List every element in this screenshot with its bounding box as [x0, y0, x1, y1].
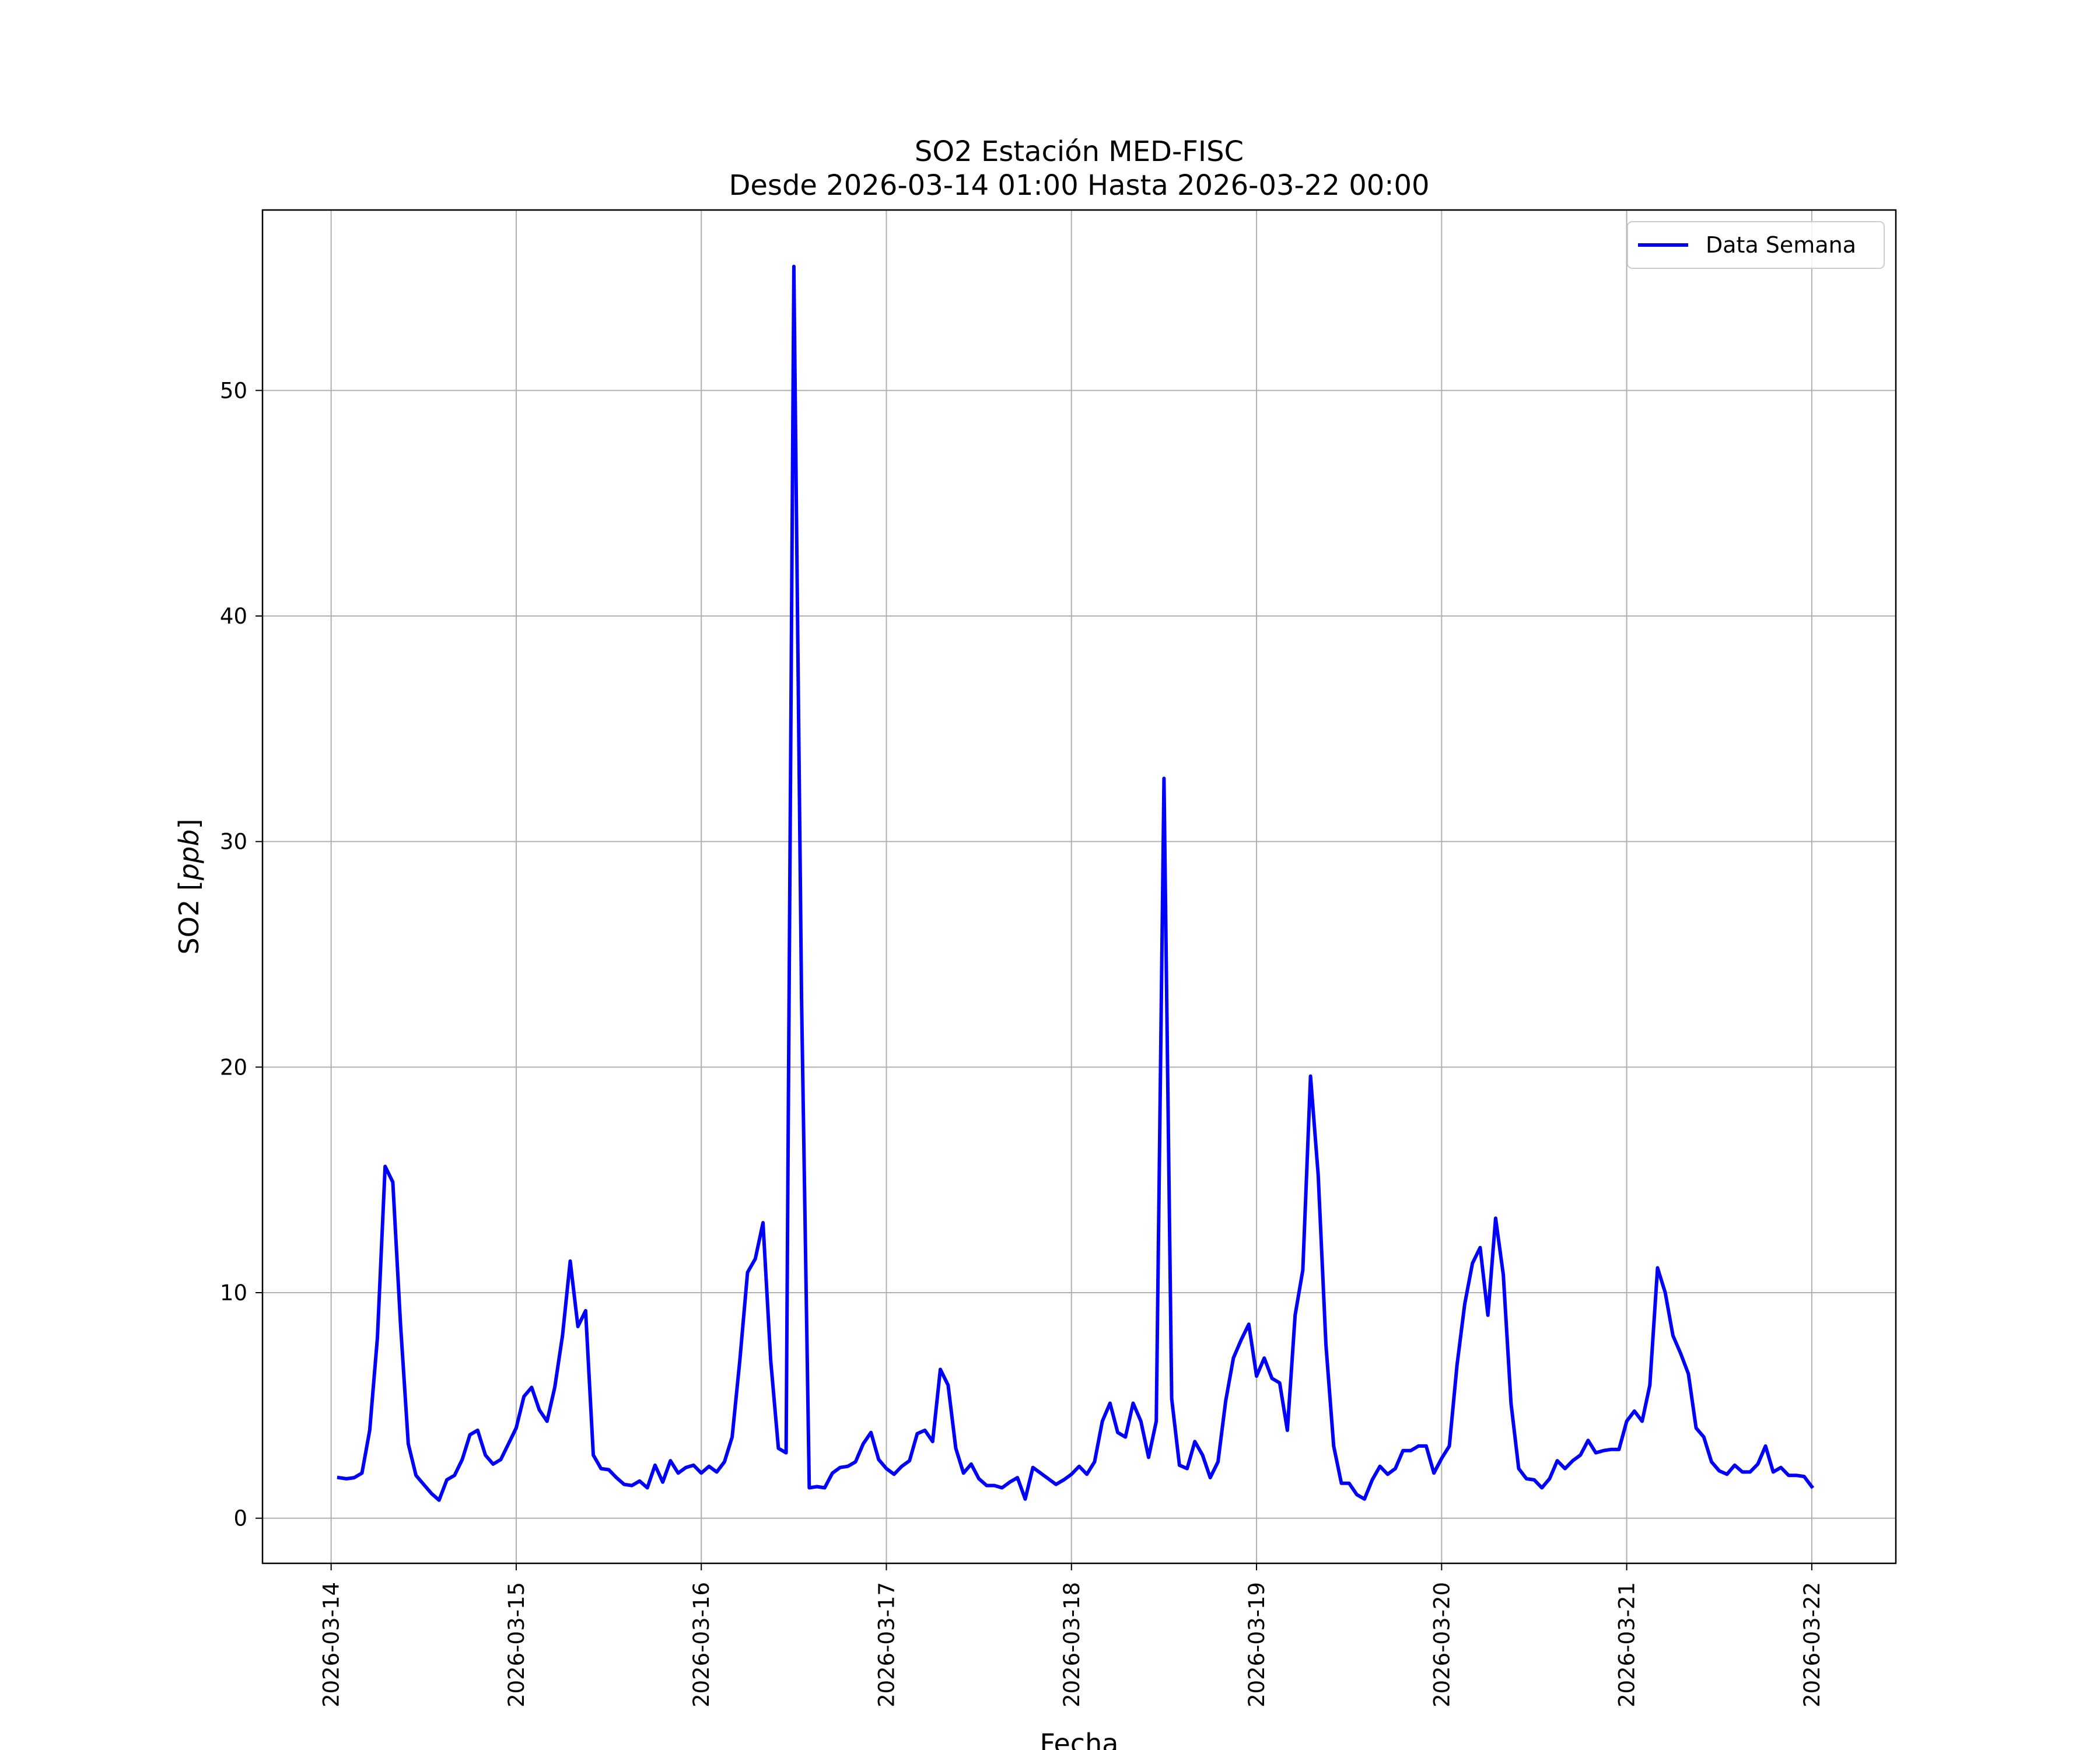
x-tick-label: 2026-03-20: [1429, 1582, 1454, 1707]
legend-box: [1627, 221, 1885, 269]
x-axis: 2026-03-14 2026-03-15 2026-03-16 2026-03-17…: [319, 1563, 1825, 1707]
y-tick-label: 40: [220, 604, 247, 629]
x-tick-label: 2026-03-22: [1800, 1582, 1825, 1707]
x-tick-label: 2026-03-21: [1615, 1582, 1640, 1707]
x-tick-label: 2026-03-14: [319, 1582, 344, 1707]
x-tick-label: 2026-03-16: [689, 1582, 714, 1707]
y-axis-label: SO2 [ppb]: [173, 819, 205, 955]
x-axis-label: Fecha: [1040, 1728, 1119, 1750]
series-layer: [337, 264, 1815, 1502]
plot-frame: [261, 209, 1897, 1564]
x-tick-label: 2026-03-15: [504, 1582, 529, 1707]
y-tick-label: 50: [220, 378, 247, 403]
y-tick-label: 10: [220, 1280, 247, 1306]
y-axis: 0 10 20 30 40 50: [220, 378, 262, 1531]
grid-lines: [262, 210, 1896, 1563]
series-line-data-semana: [337, 264, 1815, 1502]
y-tick-label: 20: [220, 1055, 247, 1080]
chart-title: SO2 Estación MED-FISC: [915, 135, 1244, 168]
chart-subtitle: Desde 2026-03-14 01:00 Hasta 2026-03-22 …: [729, 169, 1429, 202]
x-tick-label: 2026-03-18: [1059, 1582, 1084, 1707]
x-tick-label: 2026-03-17: [874, 1582, 899, 1707]
x-tick-label: 2026-03-19: [1244, 1582, 1269, 1707]
legend: Data Semana: [1627, 221, 1885, 269]
y-tick-label: 0: [233, 1506, 247, 1531]
y-tick-label: 30: [220, 830, 247, 855]
legend-label: Data Semana: [1706, 232, 1856, 258]
